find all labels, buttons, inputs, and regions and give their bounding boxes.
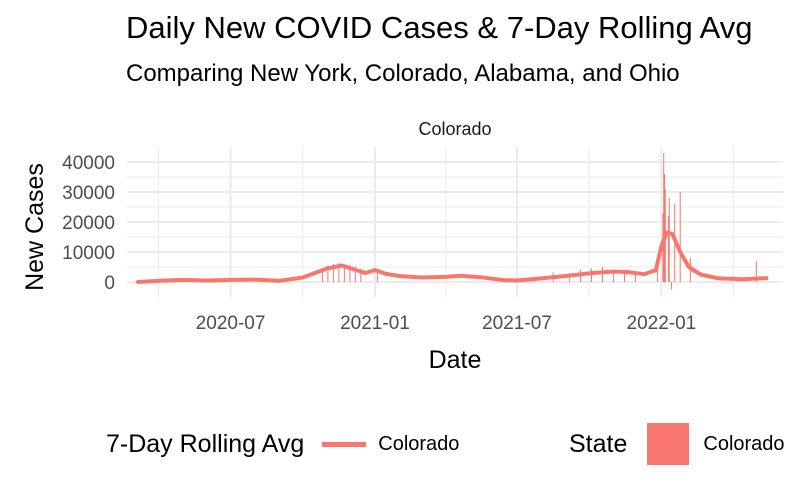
x-tick-label: 2020-07 xyxy=(196,313,266,334)
legend-state-label: Colorado xyxy=(703,432,785,455)
x-tick-label: 2021-01 xyxy=(340,313,410,334)
y-tick-label: 30000 xyxy=(62,183,115,204)
legend-state: State Colorado xyxy=(569,420,785,468)
y-tick-label: 0 xyxy=(104,273,115,294)
x-axis-title: Date xyxy=(429,346,482,374)
y-tick-label: 40000 xyxy=(62,153,115,174)
legend-state-title: State xyxy=(569,429,628,458)
legend-rolling-avg-title: 7-Day Rolling Avg xyxy=(106,429,305,458)
legend-rolling-avg: 7-Day Rolling Avg Colorado xyxy=(106,420,459,468)
chart-svg: 0 10000 20000 30000 40000 2020-07 2021-01 2021-… xyxy=(21,119,783,374)
x-tick-label: 2022-01 xyxy=(627,313,697,334)
y-tick-label: 20000 xyxy=(62,213,115,234)
legend-rolling-avg-label: Colorado xyxy=(378,432,460,455)
legend-line-swatch xyxy=(322,441,367,447)
facet-label: Colorado xyxy=(418,119,491,139)
x-tick-label: 2021-07 xyxy=(482,313,552,334)
rolling-avg-line xyxy=(136,230,769,284)
chart-title: Daily New COVID Cases & 7-Day Rolling Av… xyxy=(126,10,753,45)
legend-fill-swatch xyxy=(647,423,690,465)
y-tick-label: 10000 xyxy=(62,243,115,264)
chart-subtitle: Comparing New York, Colorado, Alabama, a… xyxy=(126,60,680,87)
y-axis-title: New Cases xyxy=(21,163,49,291)
